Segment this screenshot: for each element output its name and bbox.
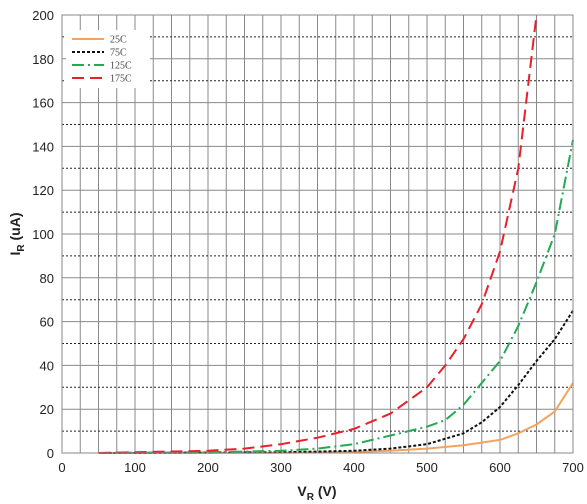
x-tick-label: 100 [124,460,146,475]
series-line-175c [98,14,538,454]
legend-label-125c: 125C [110,61,132,72]
series-line-75c [98,310,574,454]
x-tick-label: 0 [58,460,65,475]
x-tick-label: 400 [343,460,365,475]
y-axis-title-main: I [7,252,23,256]
x-tick-label: 200 [197,460,219,475]
y-tick-label: 160 [32,96,54,111]
y-tick-label: 180 [32,52,54,67]
x-tick-label: 700 [562,460,584,475]
series-lines [98,14,574,454]
y-tick-label: 100 [32,227,54,242]
legend: 25C 75C 125C 175C [66,30,150,88]
y-axis-title-suffix: (uA) [7,212,23,244]
y-axis-title: IR (uA) [7,212,27,255]
tick-labels: 0 100 200 300 400 500 600 700 0 20 40 60 80 100 120 140… [32,8,584,475]
y-tick-label: 0 [47,446,54,461]
legend-label-75c: 75C [110,48,127,59]
y-tick-label: 20 [40,402,54,417]
y-tick-label: 80 [40,271,54,286]
y-tick-label: 60 [40,315,54,330]
y-tick-label: 140 [32,139,54,154]
x-tick-label: 300 [270,460,292,475]
x-tick-label: 600 [489,460,511,475]
x-axis-title-suffix: (V) [314,483,337,499]
x-axis-title-sub: R [307,492,315,503]
y-tick-label: 200 [32,8,54,23]
plot-frame [61,14,574,454]
x-axis-title: VR (V) [297,483,336,503]
y-tick-label: 120 [32,183,54,198]
x-axis-title-main: V [297,483,307,499]
legend-label-175c: 175C [110,74,132,85]
y-tick-label: 40 [40,358,54,373]
x-tick-label: 500 [416,460,438,475]
legend-label-25c: 25C [110,35,127,46]
y-axis-title-sub: R [16,244,27,252]
